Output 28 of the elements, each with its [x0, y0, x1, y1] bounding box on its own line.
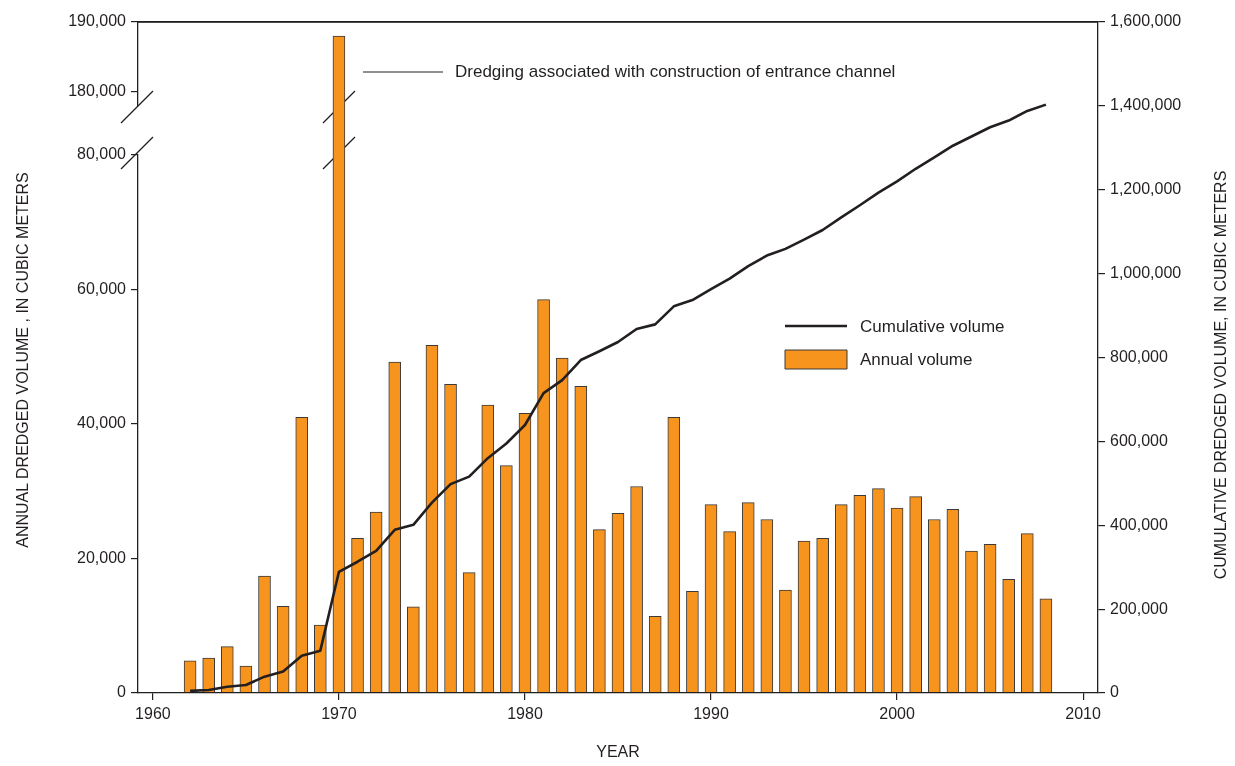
x-tick-label: 2010: [1065, 705, 1102, 723]
legend-label: Cumulative volume: [860, 316, 1005, 336]
legend-label: Annual volume: [860, 349, 973, 369]
y2-tick-label: 1,400,000: [1110, 96, 1182, 114]
x-tick-label: 1970: [321, 705, 357, 723]
x-tick-label: 1990: [693, 705, 729, 723]
y-axis-title: ANNUAL DREDGED VOLUME , IN CUBIC METERS: [14, 172, 32, 548]
y2-tick-label: 800,000: [1110, 347, 1168, 365]
y2-tick-label: 1,600,000: [1110, 12, 1182, 30]
y-tick-label: 60,000: [77, 279, 127, 297]
y-tick-label: 0: [117, 683, 127, 701]
y-tick-label: 180,000: [68, 82, 127, 100]
y-tick-label: 190,000: [68, 12, 127, 30]
y-tick-label: 80,000: [77, 145, 127, 163]
y-tick-label: 20,000: [77, 548, 127, 566]
y-tick-label: 40,000: [77, 414, 127, 432]
x-tick-label: 1960: [135, 705, 171, 723]
y2-tick-label: 1,000,000: [1110, 264, 1182, 282]
y2-tick-label: 200,000: [1110, 599, 1168, 617]
x-tick-label: 2000: [879, 705, 915, 723]
x-tick-label: 1980: [507, 705, 543, 723]
annotation: Dredging associated with construction of entrance channel: [455, 61, 896, 81]
y2-axis-title: CUMULATIVE DREDGED VOLUME, IN CUBIC METERS: [1212, 170, 1230, 580]
y2-tick-label: 600,000: [1110, 431, 1168, 449]
y2-tick-label: 1,200,000: [1110, 180, 1182, 198]
x-axis-title: YEAR: [596, 742, 640, 760]
y2-tick-label: 0: [1110, 683, 1119, 701]
y2-tick-label: 400,000: [1110, 515, 1168, 533]
